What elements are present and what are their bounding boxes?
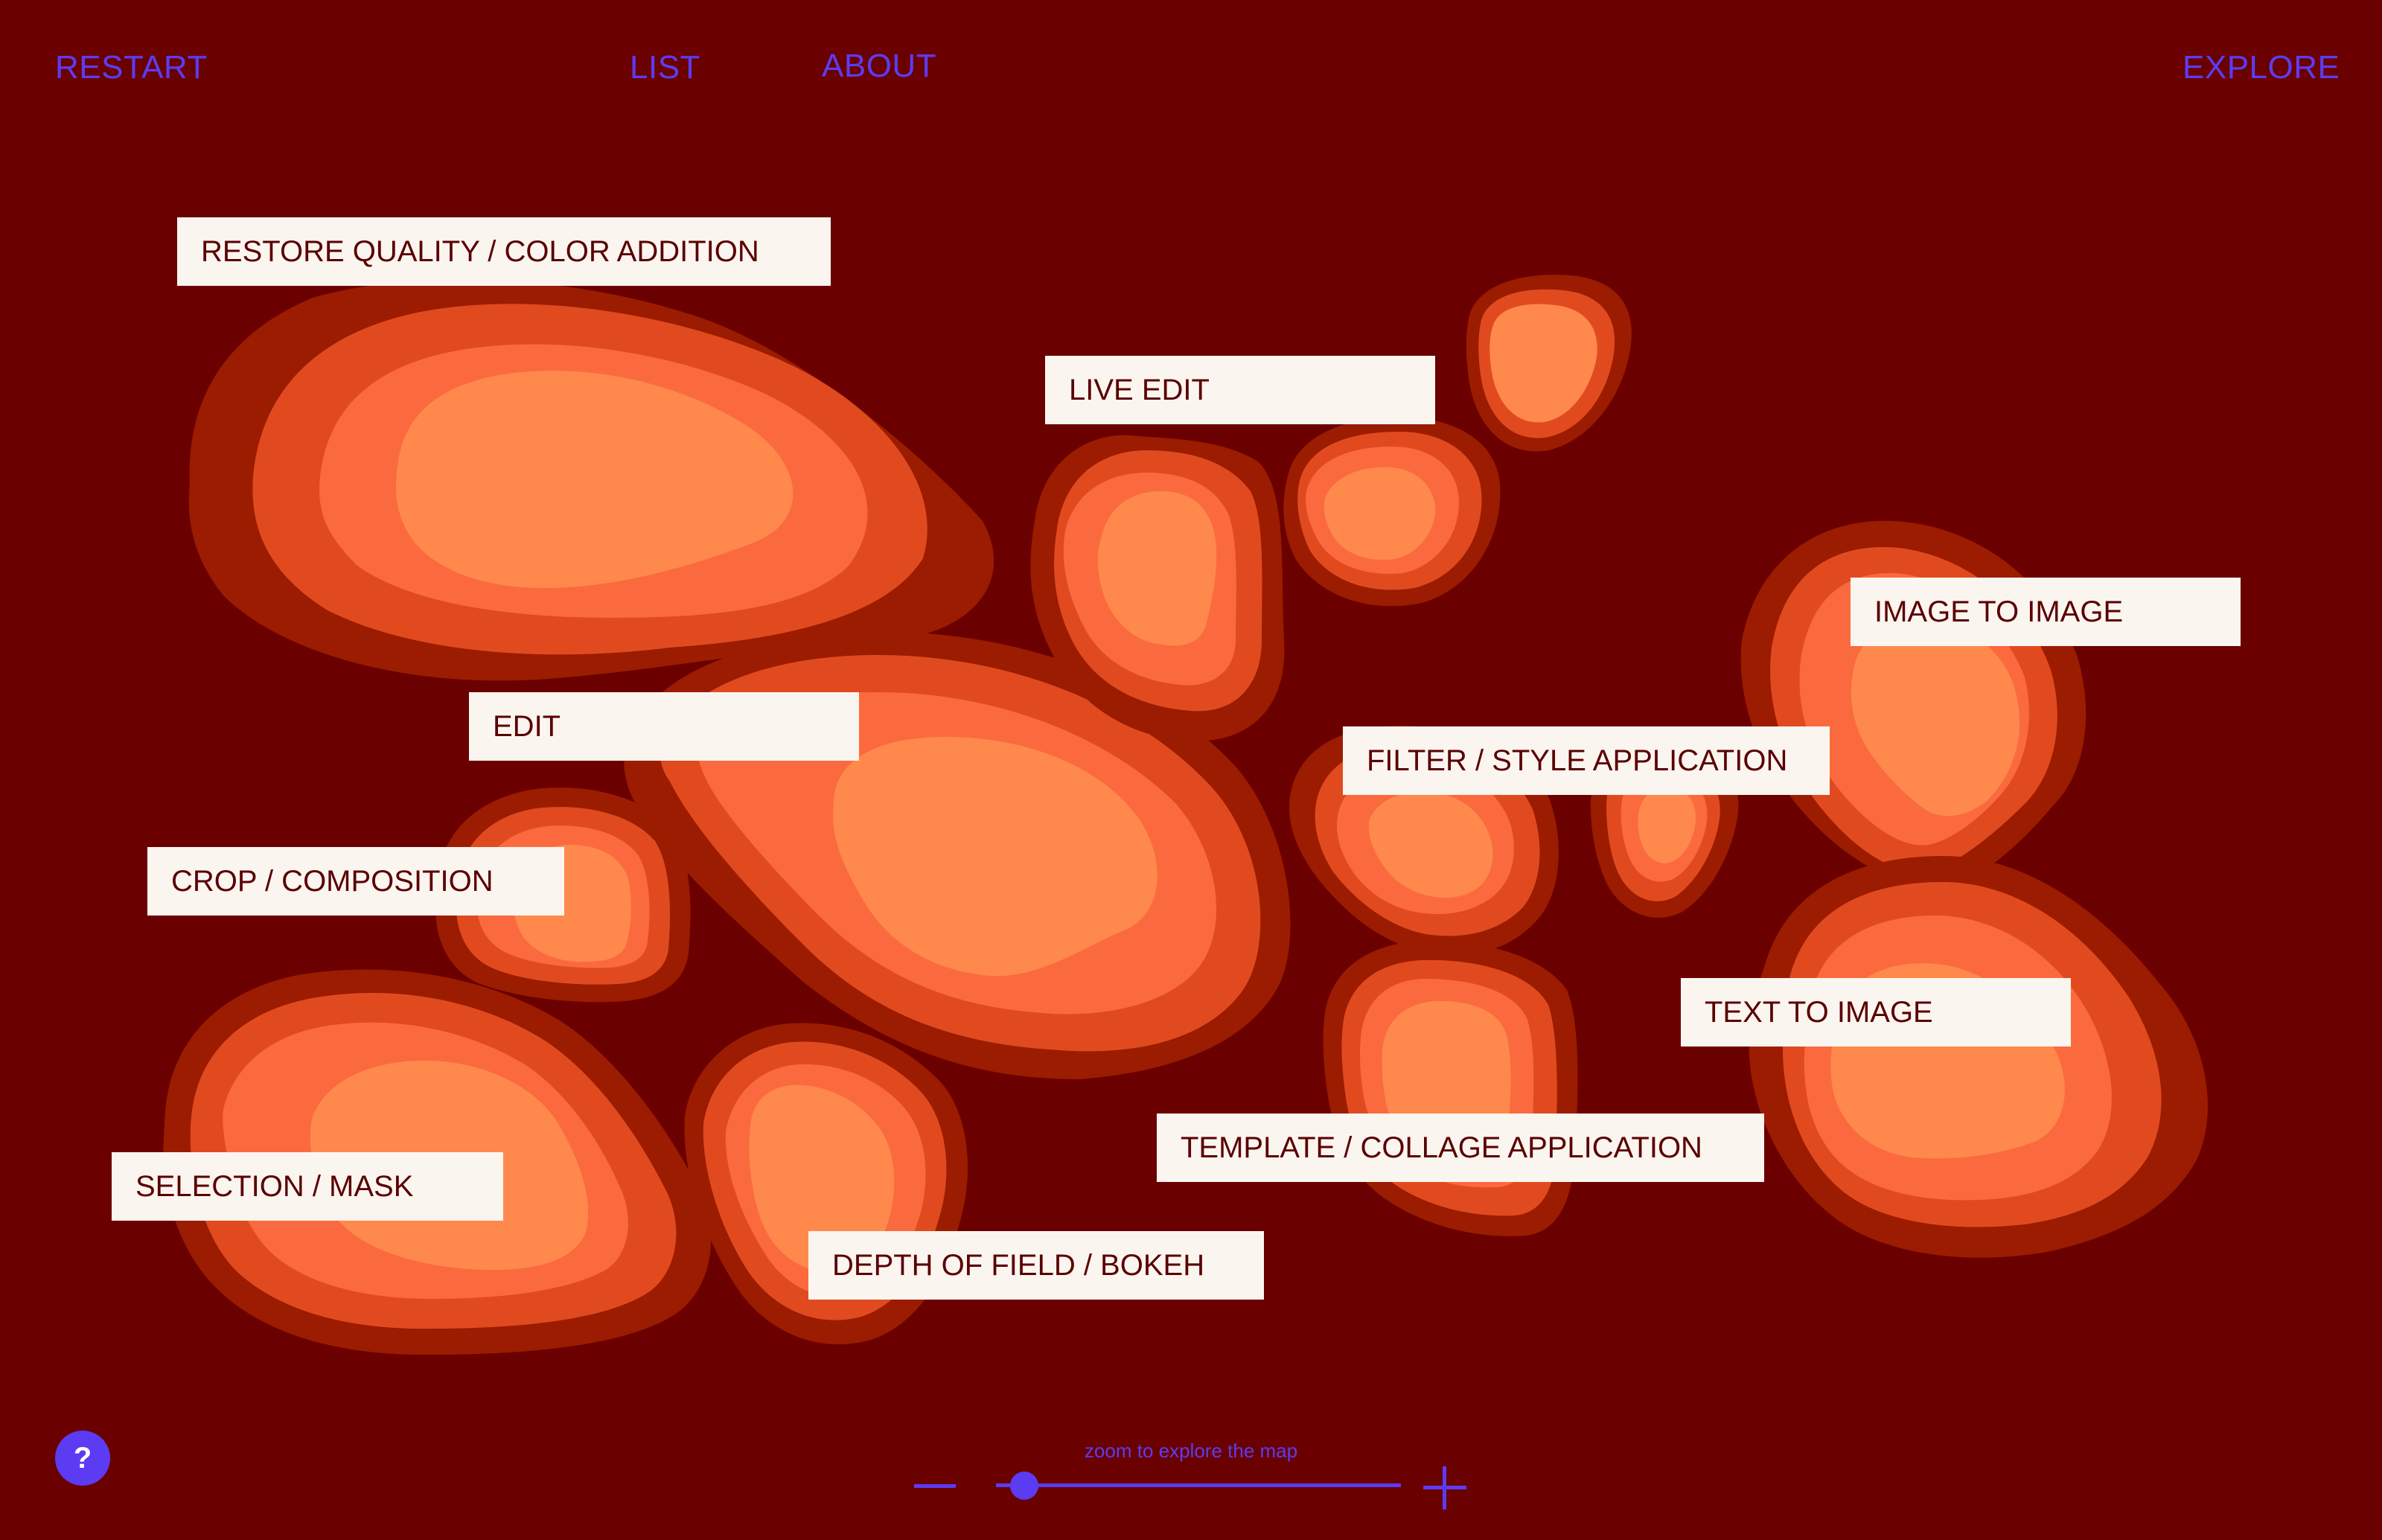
blob-text-to-image[interactable] bbox=[1749, 856, 2208, 1258]
label-image-to-image[interactable]: IMAGE TO IMAGE bbox=[1851, 578, 2241, 646]
blob-restore-quality[interactable] bbox=[188, 279, 994, 681]
label-depth-of-field[interactable]: DEPTH OF FIELD / BOKEH bbox=[808, 1231, 1264, 1300]
restart-link[interactable]: RESTART bbox=[55, 49, 208, 86]
blob-live-edit[interactable] bbox=[1030, 435, 1285, 741]
label-crop-composition[interactable]: CROP / COMPOSITION bbox=[147, 847, 564, 916]
about-link[interactable]: ABOUT bbox=[822, 48, 937, 84]
label-template-collage[interactable]: TEMPLATE / COLLAGE APPLICATION bbox=[1157, 1114, 1764, 1182]
label-live-edit[interactable]: LIVE EDIT bbox=[1045, 356, 1435, 424]
help-button[interactable]: ? bbox=[55, 1431, 110, 1486]
label-filter-style[interactable]: FILTER / STYLE APPLICATION bbox=[1343, 726, 1830, 795]
blob-image-to-image[interactable] bbox=[1740, 520, 2086, 887]
blob-template-collage[interactable] bbox=[1323, 941, 1578, 1236]
zoom-out-button[interactable] bbox=[913, 1466, 959, 1508]
zoom-slider-handle[interactable] bbox=[1010, 1472, 1039, 1500]
blob-small-topright[interactable] bbox=[1466, 275, 1632, 452]
label-edit[interactable]: EDIT bbox=[469, 692, 859, 761]
zoom-in-button[interactable] bbox=[1422, 1465, 1468, 1511]
zoom-hint: zoom to explore the map bbox=[1084, 1440, 1298, 1462]
list-link[interactable]: LIST bbox=[630, 49, 700, 86]
blob-small-top[interactable] bbox=[1283, 417, 1501, 607]
zoom-slider[interactable] bbox=[996, 1472, 1401, 1500]
label-selection-mask[interactable]: SELECTION / MASK bbox=[112, 1152, 503, 1221]
label-restore-quality[interactable]: RESTORE QUALITY / COLOR ADDITION bbox=[177, 217, 831, 286]
label-text-to-image[interactable]: TEXT TO IMAGE bbox=[1681, 978, 2071, 1047]
explore-link[interactable]: EXPLORE bbox=[2183, 49, 2340, 86]
question-icon: ? bbox=[73, 1442, 92, 1474]
